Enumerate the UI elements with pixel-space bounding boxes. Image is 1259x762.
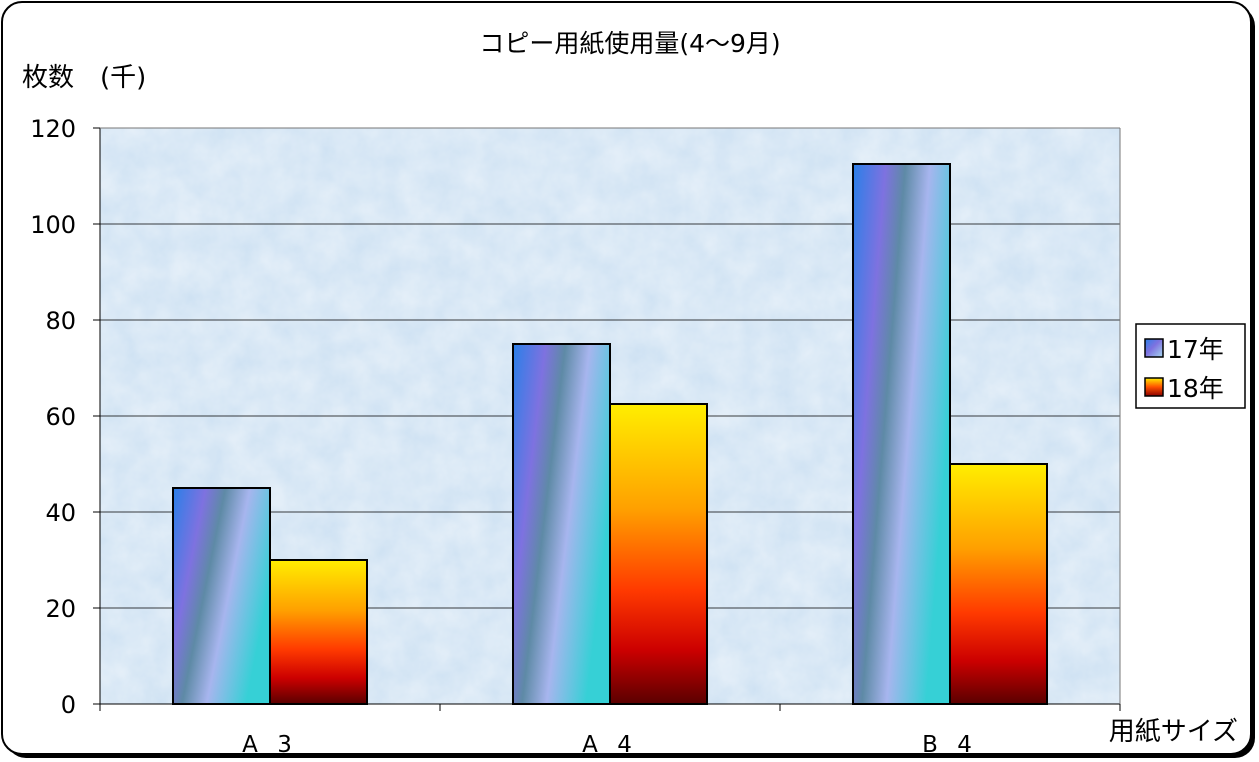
y-tick-label-20: 20 [45,595,76,623]
legend: 17年 18年 [1135,323,1246,409]
y-tick-label-0: 0 [61,691,76,719]
x-tick-label-A3: A 3 [242,732,298,758]
y-tick-label-40: 40 [45,499,76,527]
x-tick-label-B4: B 4 [922,732,978,758]
bar-B4-series-1 [852,163,951,705]
y-tick-label-80: 80 [45,307,76,335]
x-tick-label-A4: A 4 [582,732,638,758]
axes [93,127,1121,711]
legend-swatch-17 [1144,338,1164,358]
bar-A3-series-2 [269,559,368,705]
bar-A3-series-1 [172,487,271,705]
y-tick-label-100: 100 [30,211,76,239]
bar-A4-series-2 [609,403,708,705]
x-tick-labels: A 3 A 4 B 4 [242,732,978,758]
bars [172,163,1048,705]
y-tick-label-60: 60 [45,403,76,431]
y-tick-label-120: 120 [30,115,76,143]
y-axis-label: 枚数 (千) [22,63,146,93]
chart-title: コピー用紙使用量(4～9月) [479,29,780,58]
bar-B4-series-2 [949,463,1048,705]
legend-swatch-18 [1144,377,1164,397]
legend-label-18: 18年 [1167,374,1224,403]
legend-label-17: 17年 [1167,335,1224,364]
y-tick-labels: 0 20 40 60 80 100 120 [30,115,76,719]
bar-A4-series-1 [512,343,611,705]
x-axis-label: 用紙サイズ [1109,717,1238,747]
